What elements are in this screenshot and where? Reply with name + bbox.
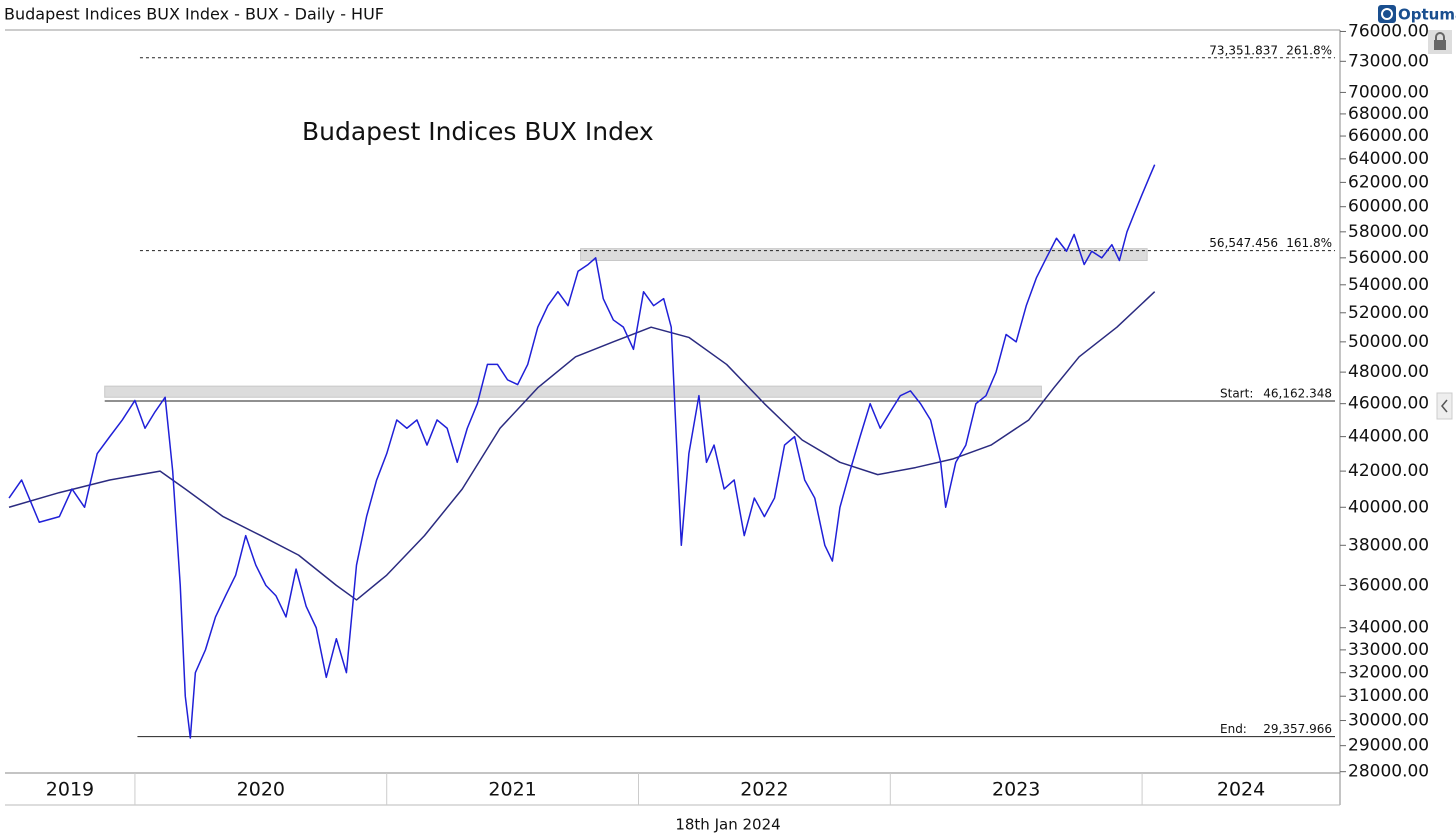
footer-date: 18th Jan 2024 — [675, 816, 780, 834]
brand-icon — [1378, 5, 1396, 23]
y-tick-label: 31000.00 — [1348, 686, 1429, 706]
level-pct: 261.8% — [1286, 43, 1332, 57]
y-tick-label: 54000.00 — [1348, 275, 1429, 295]
y-tick-label: 48000.00 — [1348, 362, 1429, 382]
chart-title: Budapest Indices BUX Index - BUX - Daily… — [4, 5, 384, 24]
x-tick-label: 2020 — [237, 779, 285, 801]
brand: Optuma — [1398, 6, 1456, 24]
x-tick-label: 2022 — [740, 779, 788, 801]
lock-body — [1434, 40, 1446, 50]
x-tick-label: 2019 — [46, 779, 94, 801]
y-tick-label: 76000.00 — [1348, 21, 1429, 41]
level-pct: 161.8% — [1286, 236, 1332, 250]
y-tick-label: 29000.00 — [1348, 736, 1429, 756]
y-tick-label: 36000.00 — [1348, 575, 1429, 595]
level-label: 46,162.348 — [1263, 387, 1332, 401]
y-tick-label: 33000.00 — [1348, 640, 1429, 660]
y-tick-label: 64000.00 — [1348, 149, 1429, 169]
collapse-button[interactable] — [1436, 392, 1453, 420]
y-tick-label: 58000.00 — [1348, 222, 1429, 242]
y-tick-label: 68000.00 — [1348, 104, 1429, 124]
y-tick-label: 46000.00 — [1348, 394, 1429, 414]
y-tick-label: 34000.00 — [1348, 618, 1429, 638]
brand-logo: Optuma — [1378, 5, 1456, 24]
level-prefix: End: — [1220, 722, 1247, 736]
y-tick-label: 40000.00 — [1348, 497, 1429, 517]
collapse-box[interactable] — [1436, 392, 1453, 420]
y-tick-label: 38000.00 — [1348, 535, 1429, 555]
inner-label: Budapest Indices BUX Index — [302, 117, 654, 146]
y-tick-label: 28000.00 — [1348, 762, 1429, 782]
collapse-arrow — [1441, 399, 1448, 413]
y-tick-label: 50000.00 — [1348, 332, 1429, 352]
y-tick-label: 42000.00 — [1348, 461, 1429, 481]
y-tick-label: 32000.00 — [1348, 663, 1429, 683]
x-tick-label: 2023 — [992, 779, 1040, 801]
y-tick-label: 70000.00 — [1348, 82, 1429, 102]
brand-icon-ring — [1381, 8, 1393, 20]
y-tick-label: 62000.00 — [1348, 172, 1429, 192]
level-label: 56,547.456 — [1209, 236, 1278, 250]
y-tick-label: 30000.00 — [1348, 711, 1429, 731]
level-label: 73,351.837 — [1209, 43, 1278, 57]
resistance-band — [580, 248, 1148, 261]
x-tick-label: 2024 — [1217, 779, 1265, 801]
level-prefix: Start: — [1220, 387, 1253, 401]
lock-shackle — [1435, 32, 1445, 40]
x-tick-label: 2021 — [488, 779, 536, 801]
y-tick-label: 73000.00 — [1348, 51, 1429, 71]
level-label: 29,357.966 — [1263, 722, 1332, 736]
y-tick-label: 56000.00 — [1348, 248, 1429, 268]
series-line — [8, 291, 1156, 601]
series-line — [8, 164, 1156, 739]
resistance-band — [104, 385, 1042, 398]
y-tick-label: 66000.00 — [1348, 126, 1429, 146]
y-tick-label: 60000.00 — [1348, 197, 1429, 217]
y-tick-label: 52000.00 — [1348, 303, 1429, 323]
y-tick-label: 44000.00 — [1348, 427, 1429, 447]
lock-icon[interactable] — [1428, 30, 1452, 54]
